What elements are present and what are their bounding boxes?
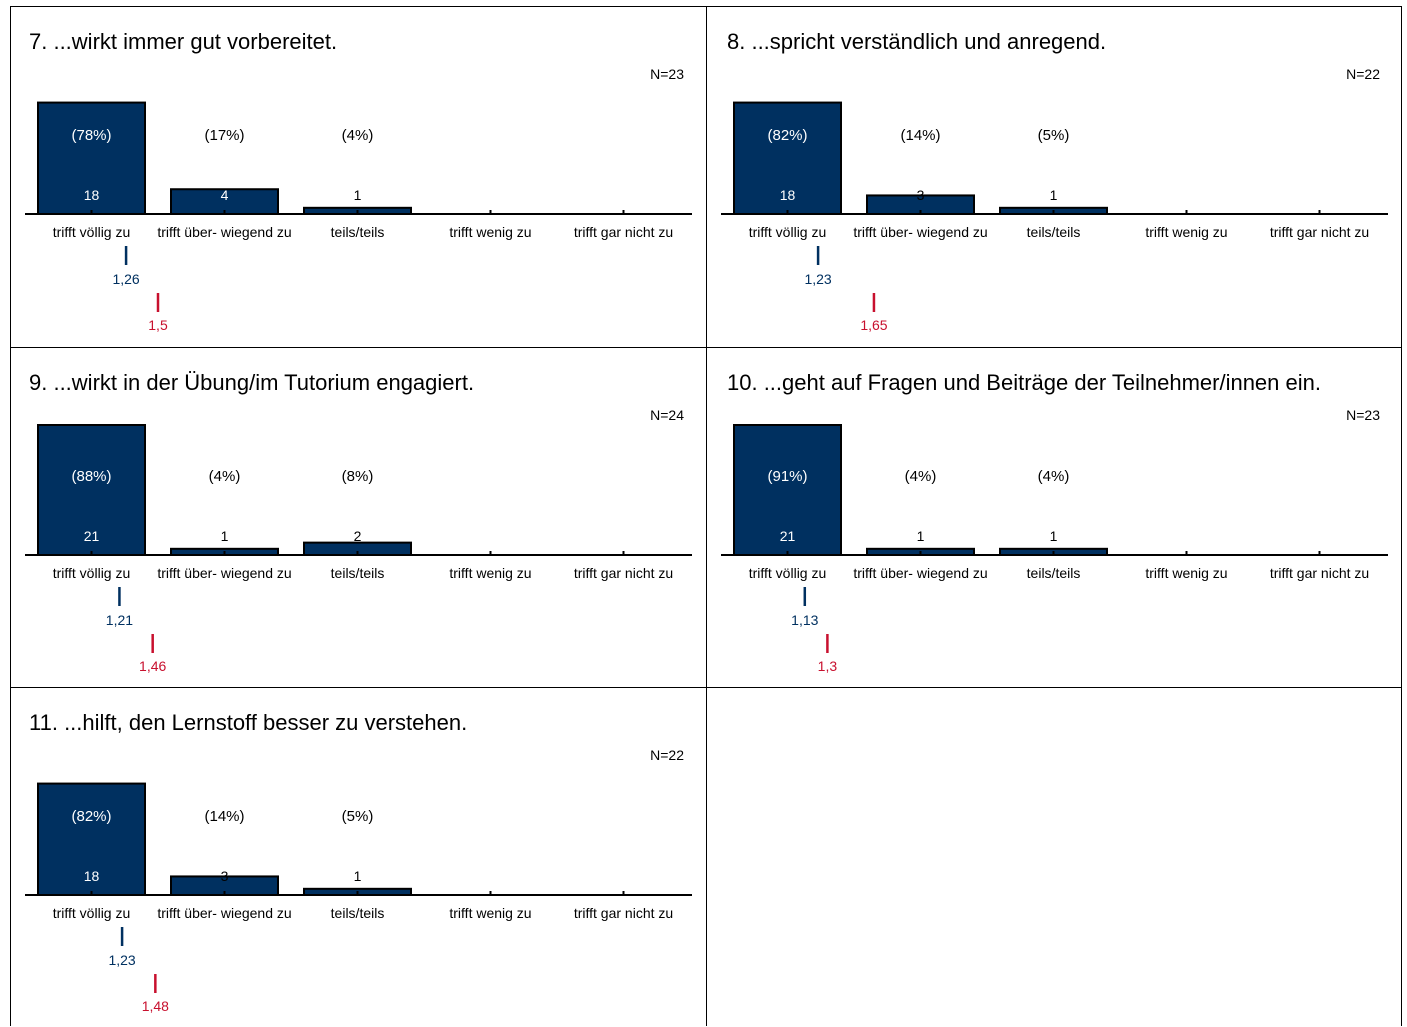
- mean-label: 1,23: [108, 952, 135, 968]
- x-tick-label: teils/teils: [331, 905, 385, 921]
- x-tick-label: trifft gar nicht zu: [574, 565, 673, 581]
- percent-label: (5%): [1038, 127, 1070, 144]
- x-tick-label: trifft über- wiegend zu: [157, 565, 291, 581]
- bar-chart-svg: N=23 (91%) 21 trifft völlig zu (4%) 1 trifft ü…: [721, 407, 1388, 674]
- x-tick-label: trifft völlig zu: [749, 565, 827, 581]
- value-label: 21: [780, 528, 796, 544]
- chart-title: 11. ...hilft, den Lernstoff besser zu ve…: [29, 710, 468, 735]
- percent-label: (14%): [204, 808, 244, 825]
- percent-label: (4%): [209, 468, 241, 485]
- percent-label: (82%): [767, 127, 807, 144]
- comparison-label: 1,46: [139, 658, 166, 674]
- value-label: 1: [1050, 187, 1058, 203]
- bar: [37, 101, 146, 215]
- percent-label: (5%): [342, 808, 374, 825]
- x-tick-label: trifft über- wiegend zu: [157, 224, 291, 240]
- value-label: 18: [780, 187, 796, 203]
- chart-title: 10. ...geht auf Fragen und Beiträge der …: [727, 370, 1321, 395]
- percent-label: (4%): [342, 127, 374, 144]
- x-tick-label: trifft gar nicht zu: [574, 905, 673, 921]
- x-tick-label: trifft gar nicht zu: [1270, 224, 1369, 240]
- comparison-label: 1,48: [142, 998, 169, 1014]
- value-label: 3: [917, 187, 925, 203]
- chart-title: 7. ...wirkt immer gut vorbereitet.: [29, 29, 338, 54]
- x-tick-label: teils/teils: [1027, 224, 1081, 240]
- mean-label: 1,21: [106, 612, 133, 628]
- percent-label: (4%): [905, 468, 937, 485]
- chart-title: 8. ...spricht verständlich und anregend.: [727, 29, 1107, 54]
- percent-label: (8%): [342, 468, 374, 485]
- comparison-label: 1,65: [860, 317, 887, 333]
- value-label: 18: [84, 868, 100, 884]
- percent-label: (78%): [71, 127, 111, 144]
- x-tick-label: trifft völlig zu: [53, 224, 131, 240]
- x-tick-label: trifft wenig zu: [1145, 565, 1227, 581]
- mean-label: 1,23: [804, 271, 831, 287]
- bar: [733, 424, 842, 556]
- x-tick-label: teils/teils: [331, 224, 385, 240]
- value-label: 1: [1050, 528, 1058, 544]
- bar-chart-svg: N=22 (82%) 18 trifft völlig zu (14%) 3 trifft …: [721, 66, 1388, 333]
- mean-label: 1,26: [112, 271, 139, 287]
- percent-label: (17%): [204, 127, 244, 144]
- value-label: 1: [221, 528, 229, 544]
- value-label: 1: [354, 868, 362, 884]
- x-tick-label: trifft wenig zu: [1145, 224, 1227, 240]
- percent-label: (91%): [767, 468, 807, 485]
- empty-panel: [706, 687, 1402, 1026]
- chart-panel-7: 7. ...wirkt immer gut vorbereitet. N=23 (…: [10, 6, 706, 348]
- percent-label: (88%): [71, 468, 111, 485]
- chart-panel-8: 8. ...spricht verständlich und anregend.…: [706, 6, 1402, 348]
- n-label: N=24: [650, 407, 684, 423]
- n-label: N=22: [650, 747, 684, 763]
- value-label: 3: [221, 868, 229, 884]
- bar: [37, 782, 146, 896]
- bar: [733, 101, 842, 215]
- n-label: N=23: [1346, 407, 1380, 423]
- bar-chart-svg: N=23 (78%) 18 trifft völlig zu (17%) 4 trifft …: [25, 66, 692, 333]
- value-label: 21: [84, 528, 100, 544]
- x-tick-label: trifft wenig zu: [449, 905, 531, 921]
- chart-panel-11: 11. ...hilft, den Lernstoff besser zu ve…: [10, 687, 706, 1026]
- chart-panel-10: 10. ...geht auf Fragen und Beiträge der …: [706, 347, 1402, 688]
- x-tick-label: teils/teils: [1027, 565, 1081, 581]
- x-tick-label: trifft gar nicht zu: [574, 224, 673, 240]
- x-tick-label: teils/teils: [331, 565, 385, 581]
- bar-chart-svg: N=22 (82%) 18 trifft völlig zu (14%) 3 trifft …: [25, 747, 692, 1014]
- chart-panel-9: 9. ...wirkt in der Übung/im Tutorium eng…: [10, 347, 706, 688]
- x-tick-label: trifft völlig zu: [749, 224, 827, 240]
- x-tick-label: trifft über- wiegend zu: [853, 224, 987, 240]
- x-tick-label: trifft über- wiegend zu: [853, 565, 987, 581]
- percent-label: (4%): [1038, 468, 1070, 485]
- percent-label: (82%): [71, 808, 111, 825]
- comparison-label: 1,5: [148, 317, 168, 333]
- percent-label: (14%): [900, 127, 940, 144]
- bar-chart-svg: N=24 (88%) 21 trifft völlig zu (4%) 1 trifft ü…: [25, 407, 692, 674]
- x-tick-label: trifft wenig zu: [449, 565, 531, 581]
- x-tick-label: trifft gar nicht zu: [1270, 565, 1369, 581]
- value-label: 4: [221, 187, 229, 203]
- mean-label: 1,13: [791, 612, 818, 628]
- x-tick-label: trifft wenig zu: [449, 224, 531, 240]
- value-label: 2: [354, 528, 362, 544]
- comparison-label: 1,3: [818, 658, 838, 674]
- value-label: 18: [84, 187, 100, 203]
- x-tick-label: trifft völlig zu: [53, 905, 131, 921]
- value-label: 1: [917, 528, 925, 544]
- x-tick-label: trifft über- wiegend zu: [157, 905, 291, 921]
- n-label: N=23: [650, 66, 684, 82]
- bar: [37, 424, 146, 556]
- chart-title: 9. ...wirkt in der Übung/im Tutorium eng…: [29, 370, 475, 395]
- value-label: 1: [354, 187, 362, 203]
- n-label: N=22: [1346, 66, 1380, 82]
- x-tick-label: trifft völlig zu: [53, 565, 131, 581]
